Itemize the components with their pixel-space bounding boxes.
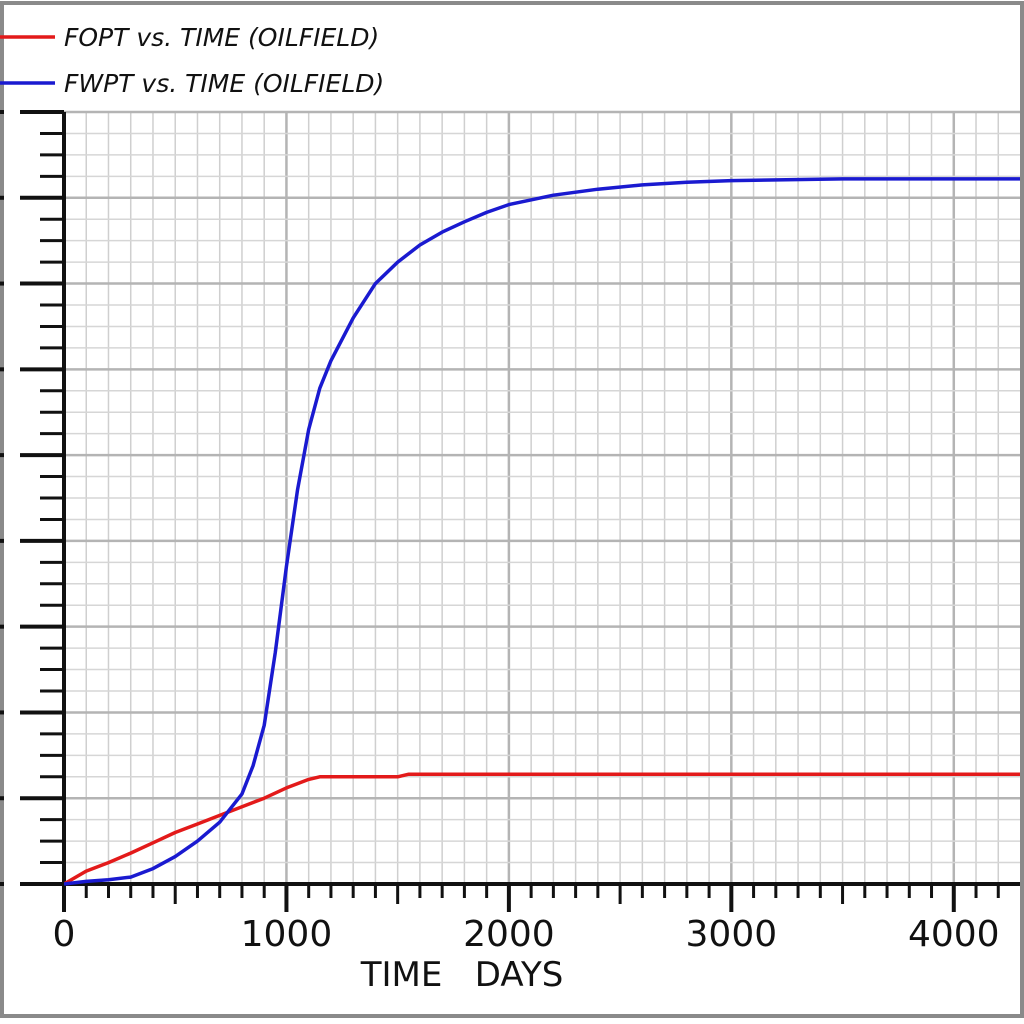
y-tick-label-fragment bbox=[0, 796, 4, 801]
x-tick-label: 4000 bbox=[908, 914, 1000, 955]
y-tick-label-fragment bbox=[0, 110, 4, 114]
x-tick-label: 0 bbox=[53, 914, 76, 955]
y-tick-label-fragment bbox=[0, 710, 4, 715]
y-tick-label-fragment bbox=[0, 195, 4, 200]
data-series bbox=[64, 177, 1020, 886]
legend: FOPT vs. TIME (OILFIELD) FWPT vs. TIME (… bbox=[0, 23, 384, 98]
y-tick-label-fragment bbox=[0, 367, 4, 372]
y-tick-label-fragment bbox=[0, 281, 4, 286]
axes bbox=[0, 110, 1020, 912]
x-tick-label: 2000 bbox=[463, 914, 555, 955]
y-tick-label-fragment bbox=[0, 882, 4, 886]
x-tick-label: 3000 bbox=[686, 914, 778, 955]
legend-label-fwpt: FWPT vs. TIME (OILFIELD) bbox=[64, 69, 384, 98]
x-axis-title: TIME DAYS bbox=[360, 955, 564, 995]
y-tick-label-fragment bbox=[0, 453, 4, 458]
series-line-fopt bbox=[64, 772, 1020, 886]
legend-label-fopt: FOPT vs. TIME (OILFIELD) bbox=[64, 23, 379, 52]
y-tick-label-fragment bbox=[0, 624, 4, 629]
y-tick-label-fragment bbox=[0, 538, 4, 543]
series-line-fwpt bbox=[64, 177, 1020, 886]
x-tick-label: 1000 bbox=[241, 914, 333, 955]
x-tick-labels: 0 1000 2000 3000 4000 bbox=[53, 914, 1000, 955]
